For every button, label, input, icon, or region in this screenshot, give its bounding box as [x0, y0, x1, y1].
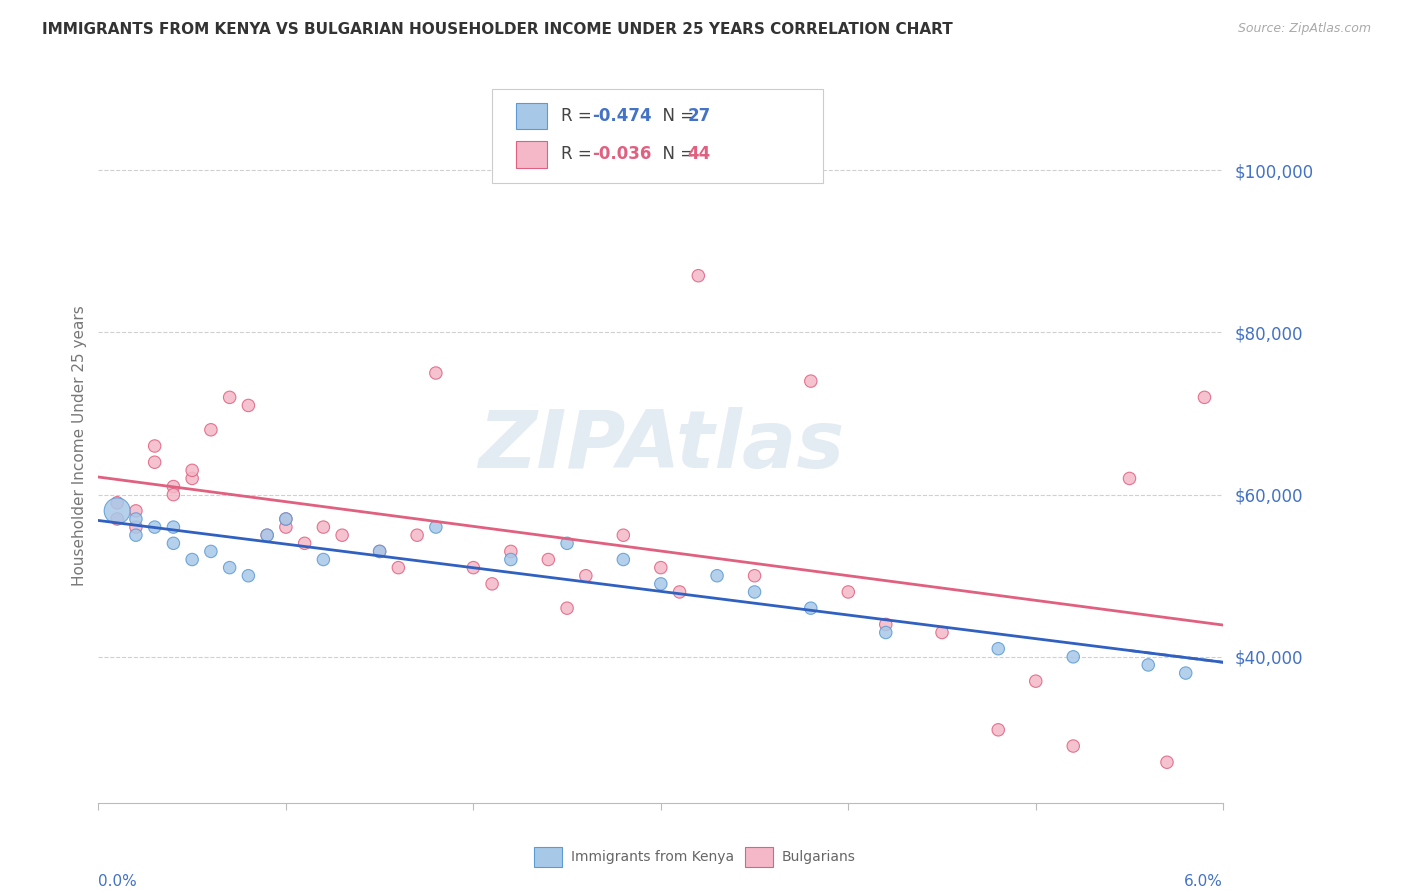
Point: [200, 544, 222, 558]
Point: [256, 528, 278, 542]
Text: 6.0%: 6.0%: [1184, 874, 1223, 889]
Point: [612, 528, 634, 542]
Point: [800, 374, 823, 388]
Point: [274, 512, 297, 526]
Point: [555, 536, 578, 550]
Point: [612, 552, 634, 566]
Point: [744, 585, 766, 599]
Point: [162, 520, 184, 534]
Point: [181, 552, 204, 566]
Point: [330, 528, 353, 542]
Point: [125, 520, 148, 534]
Point: [1062, 649, 1084, 664]
Point: [650, 577, 672, 591]
Point: [800, 601, 823, 615]
Text: Immigrants from Kenya: Immigrants from Kenya: [571, 850, 734, 864]
Text: N =: N =: [652, 145, 700, 163]
Point: [1137, 657, 1160, 672]
Text: N =: N =: [652, 107, 700, 125]
Point: [218, 390, 240, 404]
Text: 27: 27: [688, 107, 711, 125]
Text: Bulgarians: Bulgarians: [782, 850, 856, 864]
Point: [368, 544, 391, 558]
Text: 0.0%: 0.0%: [98, 874, 138, 889]
Y-axis label: Householder Income Under 25 years: Householder Income Under 25 years: [72, 306, 87, 586]
Point: [1174, 666, 1197, 681]
Point: [875, 625, 897, 640]
Point: [668, 585, 690, 599]
Point: [368, 544, 391, 558]
Text: -0.036: -0.036: [592, 145, 651, 163]
Point: [238, 568, 260, 582]
Point: [274, 512, 297, 526]
Point: [425, 366, 447, 380]
Point: [537, 552, 560, 566]
Point: [274, 520, 297, 534]
Text: ZIPAtlas: ZIPAtlas: [478, 407, 844, 485]
Point: [931, 625, 953, 640]
Point: [481, 577, 503, 591]
Point: [1194, 390, 1216, 404]
Point: [181, 471, 204, 485]
Point: [105, 504, 128, 518]
Point: [105, 512, 128, 526]
Point: [688, 268, 710, 283]
Point: [312, 552, 335, 566]
Point: [650, 560, 672, 574]
Point: [406, 528, 429, 542]
Text: IMMIGRANTS FROM KENYA VS BULGARIAN HOUSEHOLDER INCOME UNDER 25 YEARS CORRELATION: IMMIGRANTS FROM KENYA VS BULGARIAN HOUSE…: [42, 22, 953, 37]
Text: 44: 44: [688, 145, 711, 163]
Point: [463, 560, 485, 574]
Point: [162, 536, 184, 550]
Point: [125, 512, 148, 526]
Text: -0.474: -0.474: [592, 107, 651, 125]
Point: [837, 585, 859, 599]
Point: [294, 536, 316, 550]
Point: [218, 560, 240, 574]
Point: [706, 568, 728, 582]
Point: [143, 455, 166, 469]
Point: [499, 552, 522, 566]
Point: [1156, 756, 1178, 770]
Text: Source: ZipAtlas.com: Source: ZipAtlas.com: [1237, 22, 1371, 36]
Point: [181, 463, 204, 477]
Point: [1025, 674, 1047, 689]
Point: [143, 439, 166, 453]
Point: [575, 568, 598, 582]
Point: [125, 504, 148, 518]
Point: [312, 520, 335, 534]
Text: R =: R =: [561, 107, 598, 125]
Point: [200, 423, 222, 437]
Point: [143, 520, 166, 534]
Point: [387, 560, 409, 574]
Point: [256, 528, 278, 542]
Point: [499, 544, 522, 558]
Point: [105, 496, 128, 510]
Point: [987, 723, 1010, 737]
Point: [238, 399, 260, 413]
Point: [425, 520, 447, 534]
Point: [1062, 739, 1084, 753]
Point: [1118, 471, 1140, 485]
Point: [162, 479, 184, 493]
Point: [875, 617, 897, 632]
Point: [125, 528, 148, 542]
Text: R =: R =: [561, 145, 598, 163]
Point: [555, 601, 578, 615]
Point: [987, 641, 1010, 656]
Point: [744, 568, 766, 582]
Point: [162, 488, 184, 502]
